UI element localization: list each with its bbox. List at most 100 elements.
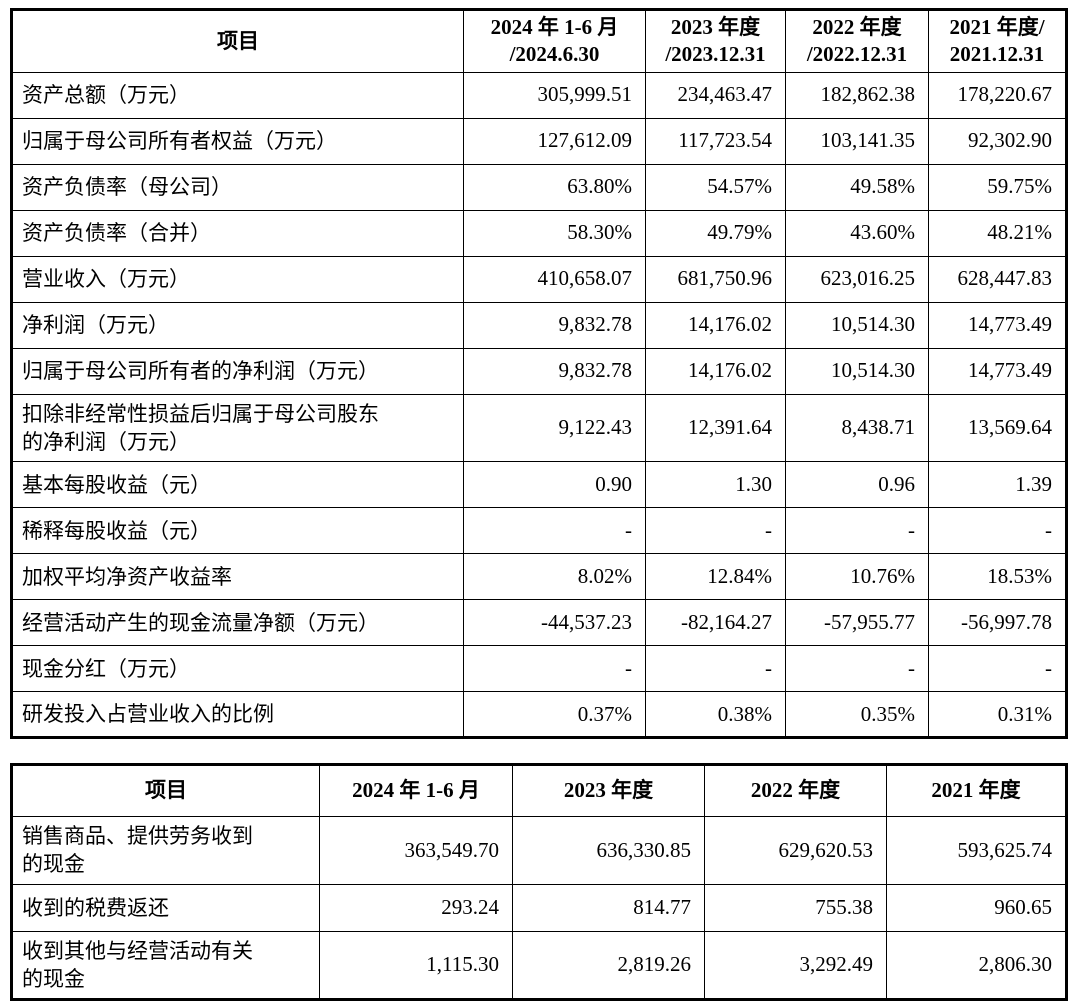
value-cell: -: [645, 507, 786, 555]
table-row: 收到其他与经营活动有关 的现金 1,115.30 2,819.26 3,292.49 2…: [11, 930, 1067, 1001]
period-column-header: 2023 年度: [512, 764, 705, 817]
value-cell: 8,438.71: [785, 393, 929, 463]
value-cell: -: [928, 645, 1067, 693]
value-cell: 54.57%: [645, 163, 786, 211]
table-row: 归属于母公司所有者权益（万元） 127,612.09 117,723.54 103,1…: [11, 117, 1067, 165]
row-label: 经营活动产生的现金流量净额（万元）: [11, 599, 464, 647]
value-cell: 103,141.35: [785, 117, 929, 165]
row-label: 净利润（万元）: [11, 301, 464, 349]
row-label: 基本每股收益（元）: [11, 461, 464, 509]
table-header-row: 项目 2024 年 1-6 月 2023 年度 2022 年度 2021 年度: [11, 764, 1067, 817]
table-row: 研发投入占营业收入的比例 0.37% 0.38% 0.35% 0.31%: [11, 691, 1067, 739]
table-row: 归属于母公司所有者的净利润（万元） 9,832.78 14,176.02 10,514…: [11, 347, 1067, 395]
table-header-row: 项目 2024 年 1-6 月 /2024.6.30 2023 年度 /2023.1…: [11, 9, 1067, 73]
row-label: 收到的税费返还: [11, 883, 320, 932]
value-cell: 636,330.85: [512, 816, 705, 885]
row-label: 研发投入占营业收入的比例: [11, 691, 464, 739]
value-cell: 293.24: [319, 883, 513, 932]
table-row: 资产总额（万元） 305,999.51 234,463.47 182,862.38 17…: [11, 71, 1067, 119]
row-label: 归属于母公司所有者权益（万元）: [11, 117, 464, 165]
value-cell: -: [463, 645, 646, 693]
value-cell: -: [785, 645, 929, 693]
row-label: 资产总额（万元）: [11, 71, 464, 119]
period-column-header: 2021 年度/ 2021.12.31: [928, 9, 1067, 73]
value-cell: 43.60%: [785, 209, 929, 257]
period-column-header: 2021 年度: [886, 764, 1067, 817]
value-cell: 2,819.26: [512, 930, 705, 1001]
value-cell: 1,115.30: [319, 930, 513, 1001]
table-row: 基本每股收益（元） 0.90 1.30 0.96 1.39: [11, 461, 1067, 509]
value-cell: 63.80%: [463, 163, 646, 211]
value-cell: 117,723.54: [645, 117, 786, 165]
financial-summary-table: 项目 2024 年 1-6 月 /2024.6.30 2023 年度 /2023.1…: [10, 8, 1068, 740]
value-cell: 629,620.53: [704, 816, 887, 885]
value-cell: 593,625.74: [886, 816, 1067, 885]
value-cell: 18.53%: [928, 553, 1067, 601]
value-cell: 0.90: [463, 461, 646, 509]
value-cell: 0.38%: [645, 691, 786, 739]
value-cell: 1.30: [645, 461, 786, 509]
value-cell: 12,391.64: [645, 393, 786, 463]
table-row: 扣除非经常性损益后归属于母公司股东 的净利润（万元） 9,122.43 12,391…: [11, 393, 1067, 463]
table-row: 经营活动产生的现金流量净额（万元） -44,537.23 -82,164.27 -57…: [11, 599, 1067, 647]
value-cell: 3,292.49: [704, 930, 887, 1001]
value-cell: 13,569.64: [928, 393, 1067, 463]
table-row: 营业收入（万元） 410,658.07 681,750.96 623,016.25 62…: [11, 255, 1067, 303]
value-cell: -: [645, 645, 786, 693]
value-cell: 0.31%: [928, 691, 1067, 739]
value-cell: 14,176.02: [645, 301, 786, 349]
row-label: 稀释每股收益（元）: [11, 507, 464, 555]
value-cell: 9,122.43: [463, 393, 646, 463]
value-cell: 960.65: [886, 883, 1067, 932]
value-cell: 9,832.78: [463, 347, 646, 395]
row-label: 扣除非经常性损益后归属于母公司股东 的净利润（万元）: [11, 393, 464, 463]
value-cell: 9,832.78: [463, 301, 646, 349]
value-cell: 49.79%: [645, 209, 786, 257]
table-row: 加权平均净资产收益率 8.02% 12.84% 10.76% 18.53%: [11, 553, 1067, 601]
value-cell: 48.21%: [928, 209, 1067, 257]
value-cell: 0.37%: [463, 691, 646, 739]
value-cell: 8.02%: [463, 553, 646, 601]
value-cell: 182,862.38: [785, 71, 929, 119]
table-row: 现金分红（万元） - - - -: [11, 645, 1067, 693]
value-cell: 178,220.67: [928, 71, 1067, 119]
row-label: 资产负债率（母公司）: [11, 163, 464, 211]
table-row: 资产负债率（母公司） 63.80% 54.57% 49.58% 59.75%: [11, 163, 1067, 211]
value-cell: 14,773.49: [928, 301, 1067, 349]
value-cell: 628,447.83: [928, 255, 1067, 303]
period-column-header: 2023 年度 /2023.12.31: [645, 9, 786, 73]
value-cell: 2,806.30: [886, 930, 1067, 1001]
value-cell: 49.58%: [785, 163, 929, 211]
row-label: 收到其他与经营活动有关 的现金: [11, 930, 320, 1001]
table-row: 销售商品、提供劳务收到 的现金 363,549.70 636,330.85 629,6…: [11, 816, 1067, 885]
period-column-header: 2024 年 1-6 月 /2024.6.30: [463, 9, 646, 73]
value-cell: 92,302.90: [928, 117, 1067, 165]
value-cell: 14,176.02: [645, 347, 786, 395]
value-cell: 127,612.09: [463, 117, 646, 165]
value-cell: 410,658.07: [463, 255, 646, 303]
value-cell: 623,016.25: [785, 255, 929, 303]
value-cell: -56,997.78: [928, 599, 1067, 647]
period-column-header: 2022 年度 /2022.12.31: [785, 9, 929, 73]
period-column-header: 2022 年度: [704, 764, 887, 817]
item-column-header: 项目: [11, 9, 464, 73]
value-cell: 0.35%: [785, 691, 929, 739]
period-column-header: 2024 年 1-6 月: [319, 764, 513, 817]
table-row: 收到的税费返还 293.24 814.77 755.38 960.65: [11, 883, 1067, 932]
value-cell: 59.75%: [928, 163, 1067, 211]
item-column-header: 项目: [11, 764, 320, 817]
table-row: 净利润（万元） 9,832.78 14,176.02 10,514.30 14,773.…: [11, 301, 1067, 349]
row-label: 销售商品、提供劳务收到 的现金: [11, 816, 320, 885]
table-row: 资产负债率（合并） 58.30% 49.79% 43.60% 48.21%: [11, 209, 1067, 257]
value-cell: 10,514.30: [785, 347, 929, 395]
value-cell: 10,514.30: [785, 301, 929, 349]
value-cell: 1.39: [928, 461, 1067, 509]
row-label: 资产负债率（合并）: [11, 209, 464, 257]
table-row: 稀释每股收益（元） - - - -: [11, 507, 1067, 555]
row-label: 现金分红（万元）: [11, 645, 464, 693]
value-cell: 305,999.51: [463, 71, 646, 119]
cash-receipts-table: 项目 2024 年 1-6 月 2023 年度 2022 年度 2021 年度 销售商品…: [10, 763, 1068, 1001]
value-cell: -57,955.77: [785, 599, 929, 647]
value-cell: -: [785, 507, 929, 555]
